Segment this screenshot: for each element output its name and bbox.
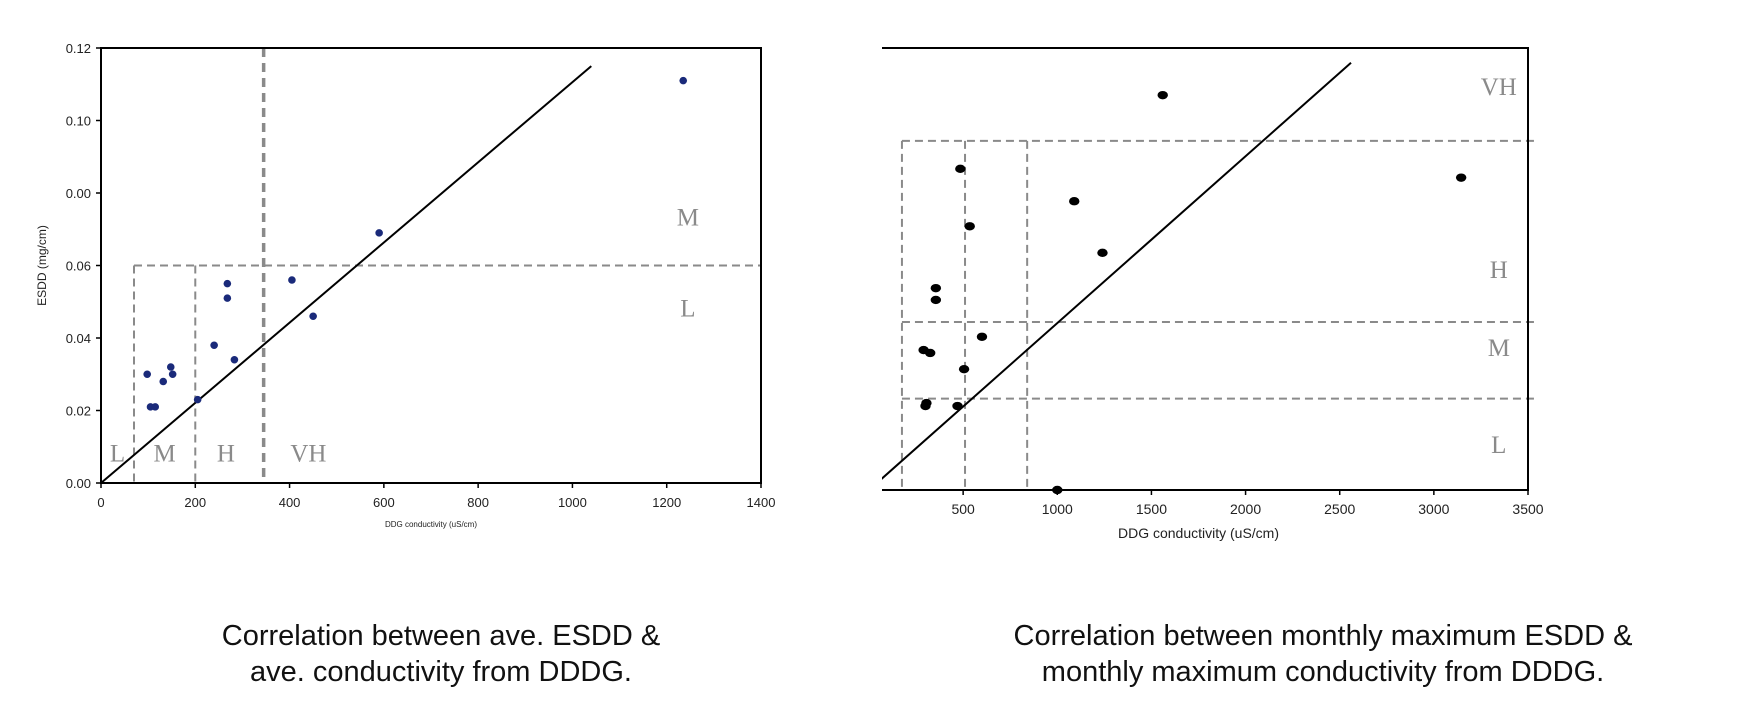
y-tick-label: 0.00 (66, 186, 91, 201)
data-point (223, 294, 232, 302)
plot-frame (882, 47, 1529, 491)
data-point (223, 279, 232, 288)
data-point (958, 364, 970, 374)
data-point (159, 377, 168, 386)
data-point (210, 341, 218, 350)
caption-right-line1: Correlation between monthly maximum ESDD… (1013, 620, 1633, 652)
data-point (309, 312, 317, 321)
data-point (955, 164, 966, 174)
y-tick-label: 0.10 (66, 114, 91, 129)
x-tick-label: 1500 (1136, 501, 1167, 517)
y-tick-label: 0.00 (66, 476, 91, 491)
region-label: H (217, 440, 235, 467)
data-point (143, 370, 151, 379)
x-tick-label: 800 (467, 495, 489, 510)
data-point (288, 276, 296, 284)
caption-left-line2: ave. conductivity from DDDG. (250, 656, 632, 688)
x-tick-label: 200 (184, 495, 206, 510)
x-tick-label: 3000 (1418, 501, 1449, 517)
x-tick-label: 500 (951, 501, 975, 517)
data-point (168, 370, 177, 379)
y-tick-label: 0.04 (66, 331, 91, 346)
x-tick-label: 1200 (652, 495, 681, 510)
chart-right: 05001000150020002500300035000.000.050.10… (882, 47, 1544, 541)
region-label: M (1488, 335, 1510, 362)
y-axis-label: ESDD (mg/cm) (35, 225, 49, 306)
data-point (930, 283, 942, 293)
x-tick-label: 1400 (747, 495, 776, 510)
region-label: M (677, 205, 699, 232)
data-point (930, 295, 942, 305)
data-point (166, 363, 175, 371)
y-tick-label: 0.12 (66, 41, 91, 56)
data-point (924, 348, 936, 358)
data-point (193, 395, 202, 404)
y-tick-label: 0.02 (66, 404, 91, 419)
x-tick-label: 400 (279, 495, 301, 510)
data-point (151, 403, 160, 411)
caption-left-line1: Correlation between ave. ESDD & (221, 620, 661, 652)
caption-right: Correlation between monthly maximum ESDD… (882, 618, 1764, 690)
data-point (230, 355, 239, 364)
data-point (1097, 248, 1108, 257)
data-point (1157, 90, 1168, 100)
region-label: VH (1481, 74, 1517, 101)
trend-line (100, 65, 592, 484)
data-point (1069, 197, 1080, 206)
data-point (952, 401, 963, 411)
chart-panel-right: 05001000150020002500300035000.000.050.10… (882, 0, 1764, 710)
region-label: L (1491, 432, 1506, 459)
data-point (1455, 173, 1467, 182)
x-tick-label: 2500 (1324, 501, 1355, 517)
chart-panel-left: 0 200 400 600 800 1000 1200 1400 0.00 0.02 0.04 0.0… (0, 41, 882, 690)
x-tick-label: 0 (97, 495, 104, 510)
x-tick-label: 1000 (1042, 501, 1073, 517)
x-tick-label: 3500 (1512, 501, 1543, 517)
x-tick-label: 600 (373, 495, 395, 510)
data-point (920, 401, 931, 411)
x-axis-label: DDG conductivity (uS/cm) (1118, 525, 1279, 541)
x-tick-label: 2000 (1230, 501, 1261, 517)
caption-left: Correlation between ave. ESDD & ave. con… (0, 618, 882, 690)
y-tick-label: 0.06 (66, 259, 91, 274)
region-label: L (110, 440, 125, 467)
region-label: L (680, 295, 695, 322)
x-axis-label: DDG conductivity (uS/cm) (385, 520, 477, 529)
data-point (1052, 485, 1063, 495)
data-point (976, 332, 988, 341)
data-point (375, 229, 383, 237)
chart-left: 0 200 400 600 800 1000 1200 1400 0.00 0.02 0.04 0.0… (35, 41, 776, 529)
x-tick-label: 1000 (558, 495, 587, 510)
region-label: M (154, 440, 176, 467)
caption-right-line2: monthly maximum conductivity from DDDG. (1041, 656, 1605, 688)
region-label: VH (290, 440, 326, 467)
data-point (679, 76, 688, 85)
data-point (964, 222, 975, 231)
trend-line (882, 61, 1352, 480)
region-label: H (1490, 257, 1508, 284)
